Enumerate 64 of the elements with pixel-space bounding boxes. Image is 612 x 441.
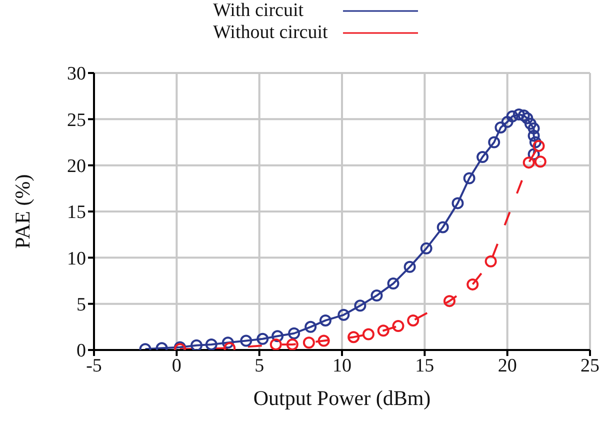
point	[222, 336, 234, 349]
point	[302, 336, 315, 349]
point	[494, 121, 507, 134]
point	[354, 300, 366, 312]
point	[521, 112, 534, 124]
point	[524, 118, 536, 130]
x-tick-label: 0	[172, 355, 182, 376]
point	[190, 339, 203, 350]
point	[528, 130, 540, 142]
x-tick-label: 15	[415, 355, 434, 376]
point	[476, 151, 489, 164]
point	[529, 136, 542, 148]
point	[484, 255, 497, 268]
y-tick-label: 25	[67, 110, 86, 131]
point	[436, 221, 449, 234]
point	[404, 260, 416, 273]
point	[420, 242, 432, 254]
y-axis-title: PAE (%)	[10, 174, 34, 249]
point	[528, 148, 540, 160]
point	[512, 108, 525, 121]
point	[286, 338, 298, 350]
x-tick-label: 20	[498, 355, 517, 376]
point	[488, 136, 500, 148]
point	[387, 278, 400, 290]
point	[518, 109, 530, 122]
x-tick-label: 10	[332, 355, 352, 376]
y-tick-label: 0	[76, 340, 86, 362]
y-tick-label: 20	[67, 156, 86, 178]
y-tick-label: 15	[67, 202, 86, 224]
point	[392, 320, 404, 332]
point	[338, 308, 350, 321]
point	[319, 314, 332, 326]
point	[288, 327, 300, 340]
point	[463, 172, 476, 184]
point	[522, 156, 535, 169]
point	[205, 338, 218, 350]
point	[318, 334, 330, 347]
legend-label: With circuit	[213, 0, 305, 22]
point	[532, 140, 545, 152]
point	[466, 278, 479, 290]
point	[377, 324, 390, 337]
legend-label: Without circuit	[213, 22, 329, 44]
point	[362, 328, 374, 340]
x-axis-title: Output Power (dBm)	[253, 386, 431, 410]
y-tick-label: 10	[67, 248, 86, 270]
point	[304, 320, 317, 333]
y-tick-label: 5	[76, 294, 86, 316]
point	[370, 290, 383, 302]
point	[443, 295, 456, 308]
y-tick-label: 30	[67, 64, 86, 85]
point	[240, 334, 252, 347]
point	[501, 116, 514, 128]
x-tick-label: 25	[580, 355, 600, 376]
point	[528, 122, 540, 134]
point	[506, 110, 518, 122]
point	[534, 156, 546, 168]
point	[270, 338, 282, 350]
point	[272, 330, 284, 342]
point	[256, 332, 269, 345]
point	[407, 314, 420, 326]
point	[452, 197, 464, 210]
x-tick-label: 5	[254, 355, 264, 376]
x-tick-label: -5	[86, 355, 102, 376]
point	[348, 331, 360, 344]
